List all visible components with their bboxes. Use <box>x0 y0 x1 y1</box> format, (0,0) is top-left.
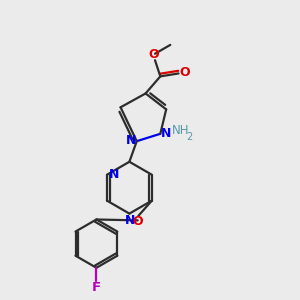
Text: N: N <box>125 214 135 226</box>
Text: 2: 2 <box>186 132 192 142</box>
Text: O: O <box>180 66 190 80</box>
Text: N: N <box>126 134 136 147</box>
Text: N: N <box>161 127 171 140</box>
Text: NH: NH <box>172 124 189 137</box>
Text: F: F <box>92 281 101 294</box>
Text: N: N <box>109 168 119 181</box>
Text: O: O <box>132 215 143 228</box>
Text: O: O <box>148 48 159 62</box>
